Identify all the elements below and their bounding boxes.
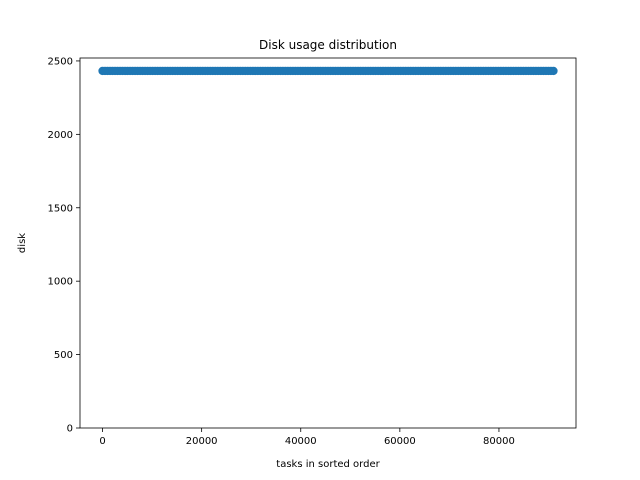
y-tick-label: 0 (67, 424, 73, 435)
data-point (549, 66, 558, 76)
y-axis-ticks: 0 500 1000 1500 2000 2500 (48, 56, 80, 435)
x-axis-ticks: 0 20000 40000 60000 80000 (99, 428, 515, 447)
x-tick-label: 60000 (384, 436, 416, 447)
y-tick-label: 2000 (48, 130, 73, 141)
x-tick-label: 0 (99, 436, 105, 447)
x-tick-label: 20000 (186, 436, 218, 447)
y-tick-label: 500 (54, 350, 73, 361)
chart-title: Disk usage distribution (259, 38, 397, 52)
y-axis-label: disk (17, 233, 28, 253)
x-tick-label: 80000 (483, 436, 515, 447)
x-tick-label: 40000 (285, 436, 317, 447)
x-axis-label: tasks in sorted order (276, 459, 380, 470)
y-tick-label: 1000 (48, 277, 73, 288)
plot-area-frame (79, 57, 577, 429)
y-tick-label: 2500 (48, 56, 73, 67)
y-tick-label: 1500 (48, 203, 73, 214)
data-points-series (98, 66, 558, 76)
